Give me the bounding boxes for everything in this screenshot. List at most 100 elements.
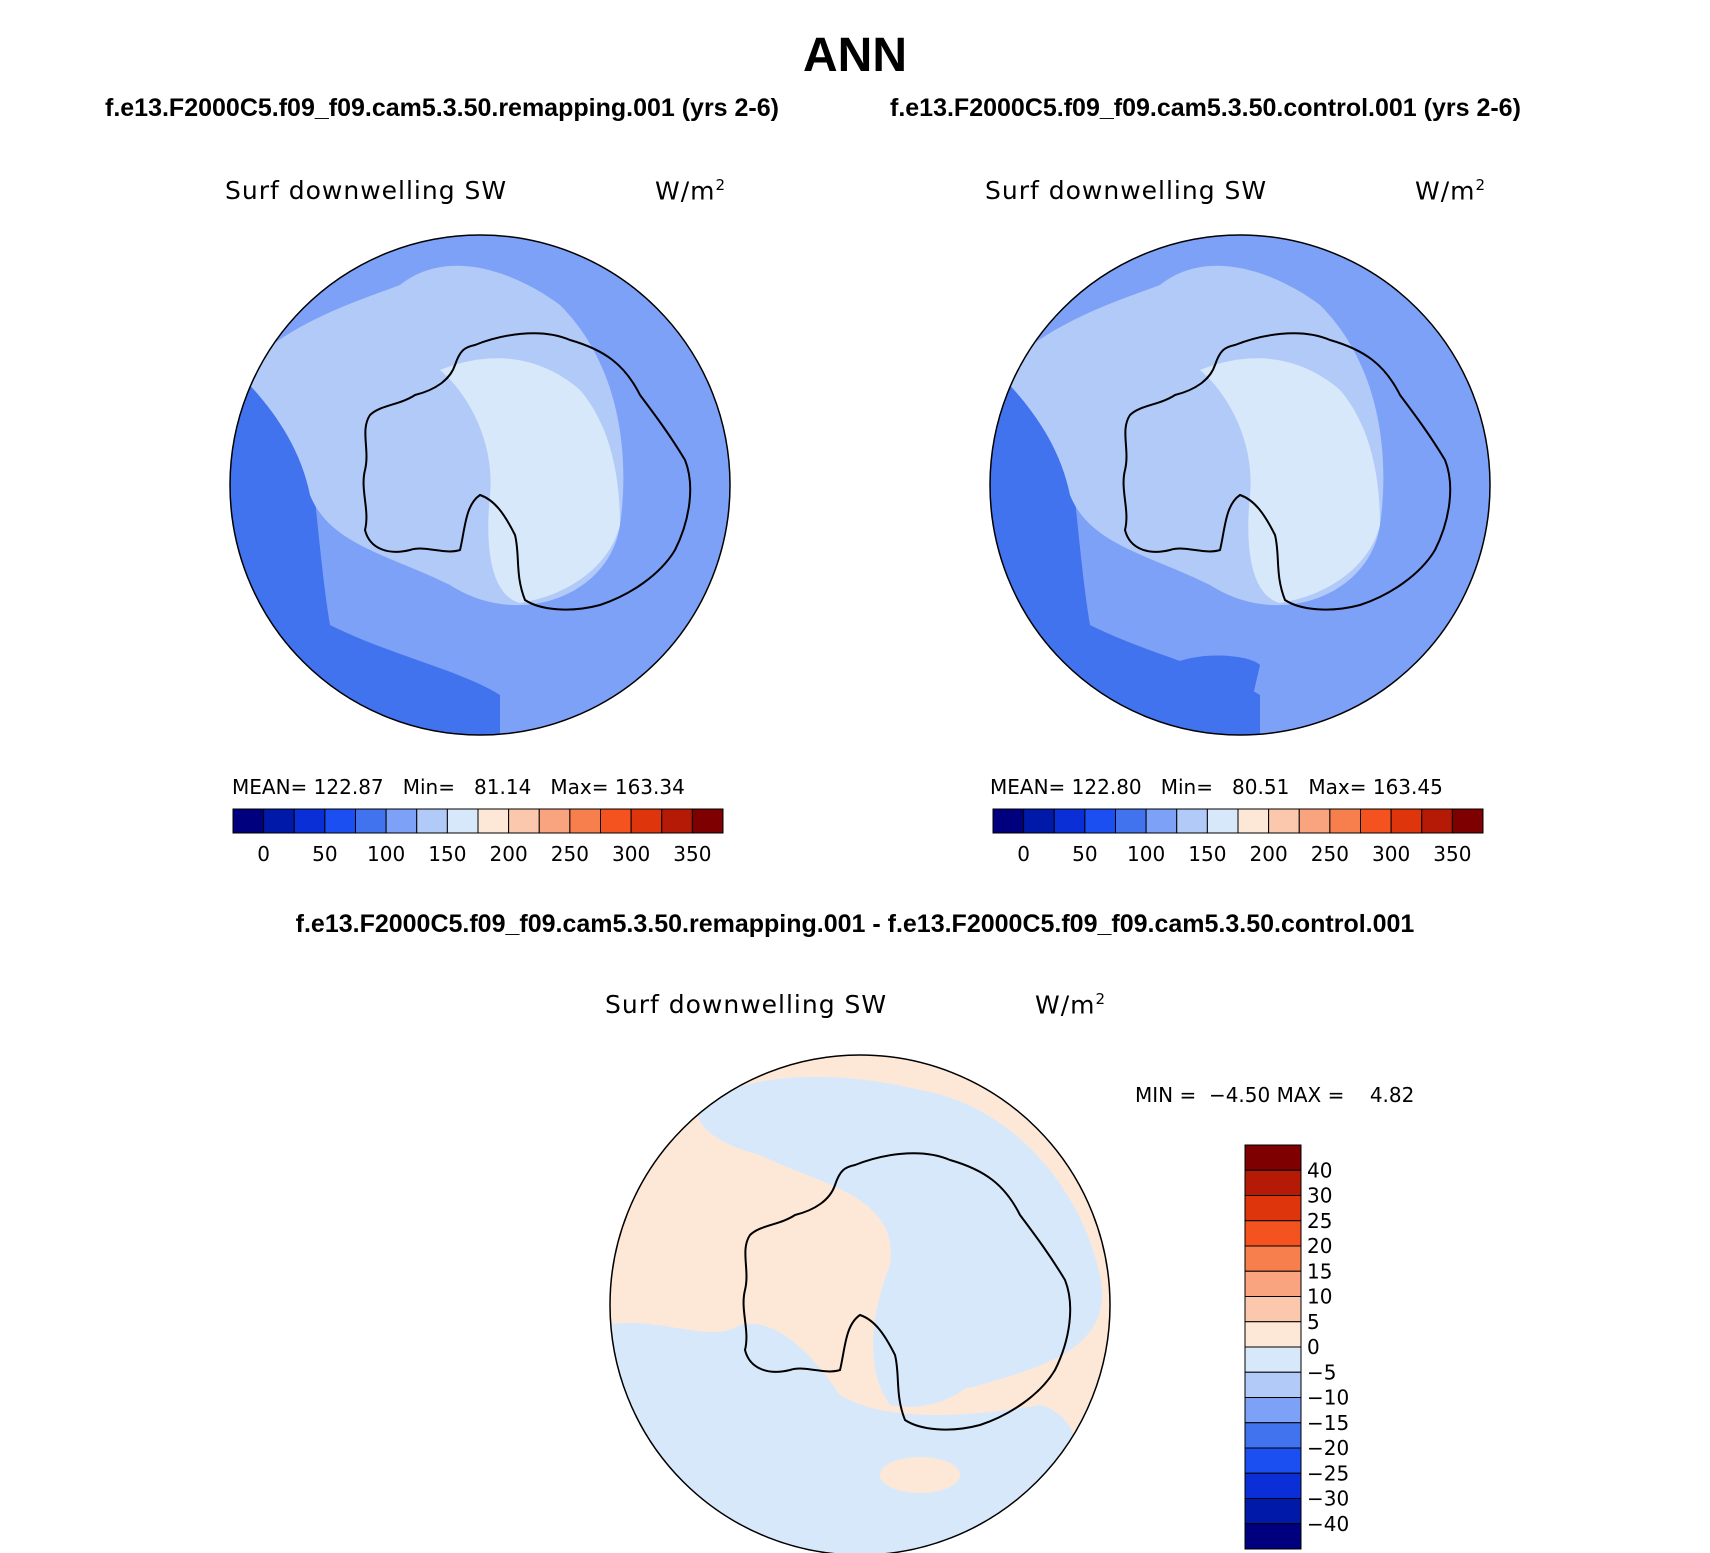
panel3-max-label: MAX =	[1276, 1083, 1345, 1107]
panel1-min-label: Min=	[402, 775, 455, 799]
colorbar2-box	[1390, 808, 1423, 834]
panel3-negative-zone-east	[873, 1203, 1010, 1407]
colorbar1-box	[263, 808, 295, 834]
colorbar3-box	[1244, 1195, 1302, 1222]
colorbar1-tick-label: 100	[367, 842, 405, 866]
colorbar3-tick-label: 20	[1307, 1234, 1332, 1258]
panel3-units-sup: 2	[1095, 990, 1107, 1008]
colorbar3-box	[1244, 1498, 1302, 1525]
panel3-variable-label: Surf downwelling SW	[605, 990, 888, 1019]
panel1-max-value: 163.34	[614, 775, 685, 799]
colorbar1-box	[661, 808, 693, 834]
panel3-min-label: MIN =	[1135, 1083, 1197, 1107]
colorbar3-box	[1244, 1220, 1302, 1247]
colorbar3-tick-label: −20	[1307, 1436, 1349, 1460]
panel3-map-border	[609, 1054, 1111, 1553]
colorbar3-box	[1244, 1472, 1302, 1499]
panel3-stats: MIN = −4.50 MAX = 4.82	[1135, 1083, 1414, 1107]
colorbar2-tick-label: 150	[1188, 842, 1226, 866]
colorbar2-tick-label: 100	[1127, 842, 1165, 866]
colorbar2-tick-label: 350	[1433, 842, 1471, 866]
colorbar3-tick-label: −40	[1307, 1512, 1349, 1536]
panel2-stats: MEAN= 122.80 Min= 80.51 Max= 163.45	[990, 775, 1443, 799]
panel2-max-value: 163.45	[1372, 775, 1443, 799]
colorbar3-tick-label: −10	[1307, 1386, 1349, 1410]
panel2-map-border	[989, 234, 1491, 736]
colorbar3-box	[1244, 1371, 1302, 1398]
panel2-min-value: 80.51	[1232, 775, 1290, 799]
colorbar1-tick-label: 300	[612, 842, 650, 866]
colorbar2-box	[1237, 808, 1270, 834]
colorbar2-box	[1176, 808, 1208, 834]
colorbar1-tick-label: 200	[490, 842, 528, 866]
colorbar3-box	[1244, 1169, 1302, 1196]
colorbar3-tick-label: −5	[1307, 1360, 1336, 1384]
diff-title: f.e13.F2000C5.f09_f09.cam5.3.50.remappin…	[295, 910, 1415, 938]
colorbar2-box	[1451, 808, 1484, 834]
colorbar1-box	[538, 808, 571, 834]
colorbar1-box	[600, 808, 632, 834]
colorbar1-box	[477, 808, 510, 834]
colorbar3-tick-label: 5	[1307, 1310, 1320, 1334]
colorbar2-tick-label: 200	[1250, 842, 1288, 866]
colorbar1-box	[630, 808, 663, 834]
colorbar1-tick-label: 350	[673, 842, 711, 866]
colorbar2-box	[992, 808, 1025, 834]
colorbar1-tick-label: 250	[551, 842, 589, 866]
colorbar2-tick-label: 50	[1072, 842, 1097, 866]
colorbar3-box	[1244, 1447, 1302, 1474]
colorbar3-box	[1244, 1245, 1302, 1272]
panel2-units-label: W/m2	[1415, 176, 1486, 205]
panel1-units-label: W/m2	[655, 176, 726, 205]
colorbar2-tick-label: 300	[1372, 842, 1410, 866]
colorbar2-tick-label: 0	[1017, 842, 1030, 866]
colorbar3-tick-label: −15	[1307, 1411, 1349, 1435]
panel1-light-interior	[440, 358, 620, 603]
colorbar3-tick-label: 15	[1307, 1259, 1332, 1283]
panel2-min-label: Min=	[1160, 775, 1213, 799]
colorbar1-tick-label: 0	[257, 842, 270, 866]
case2-title: f.e13.F2000C5.f09_f09.cam5.3.50.control.…	[890, 94, 1521, 122]
panel2-deep-blob	[990, 390, 1007, 410]
panel2-map	[990, 235, 1490, 735]
colorbar3-box	[1244, 1296, 1302, 1323]
colorbar1-box	[508, 808, 540, 834]
panel2-variable-label: Surf downwelling SW	[985, 176, 1268, 205]
panel1-map-border	[229, 234, 731, 736]
panel3-max-value: 4.82	[1369, 1083, 1415, 1107]
colorbar3-box	[1244, 1523, 1302, 1550]
colorbar2-box	[1023, 808, 1055, 834]
panel2-max-label: Max=	[1308, 775, 1367, 799]
colorbar3-tick-label: 30	[1307, 1184, 1332, 1208]
colorbar1-box	[324, 808, 356, 834]
panel2-units-sup: 2	[1475, 176, 1487, 194]
colorbar2-box	[1115, 808, 1147, 834]
panel1-units: W/m	[655, 176, 716, 206]
colorbar3-box	[1244, 1144, 1302, 1171]
panel1-stats: MEAN= 122.87 Min= 81.14 Max= 163.34	[232, 775, 685, 799]
panel2-mean-value: 122.80	[1071, 775, 1142, 799]
panel1-deep-blob	[230, 390, 247, 410]
colorbar2-box	[1053, 808, 1086, 834]
panel1-map	[230, 235, 730, 735]
panel3-units-label: W/m2	[1035, 990, 1106, 1019]
colorbar1-tick-label: 50	[312, 842, 337, 866]
case1-title: f.e13.F2000C5.f09_f09.cam5.3.50.remappin…	[105, 94, 779, 122]
colorbar1-box	[446, 808, 479, 834]
panel3-map	[610, 1055, 1110, 1553]
colorbar1-box	[293, 808, 326, 834]
panel1-max-label: Max=	[550, 775, 609, 799]
panel1-units-sup: 2	[715, 176, 727, 194]
colorbar1-box	[569, 808, 601, 834]
panel2-deep-patch	[1170, 655, 1260, 730]
colorbar2-box	[1145, 808, 1178, 834]
panel3-negative-zone-south	[610, 1322, 1078, 1553]
colorbar3-tick-label: 0	[1307, 1335, 1320, 1359]
colorbar3-box	[1244, 1321, 1302, 1348]
colorbar3-tick-label: −25	[1307, 1461, 1349, 1485]
colorbar3-tick-label: 25	[1307, 1209, 1332, 1233]
panel1-variable-label: Surf downwelling SW	[225, 176, 508, 205]
colorbar3-tick-label: −30	[1307, 1487, 1349, 1511]
colorbar1-tick-label: 150	[428, 842, 466, 866]
